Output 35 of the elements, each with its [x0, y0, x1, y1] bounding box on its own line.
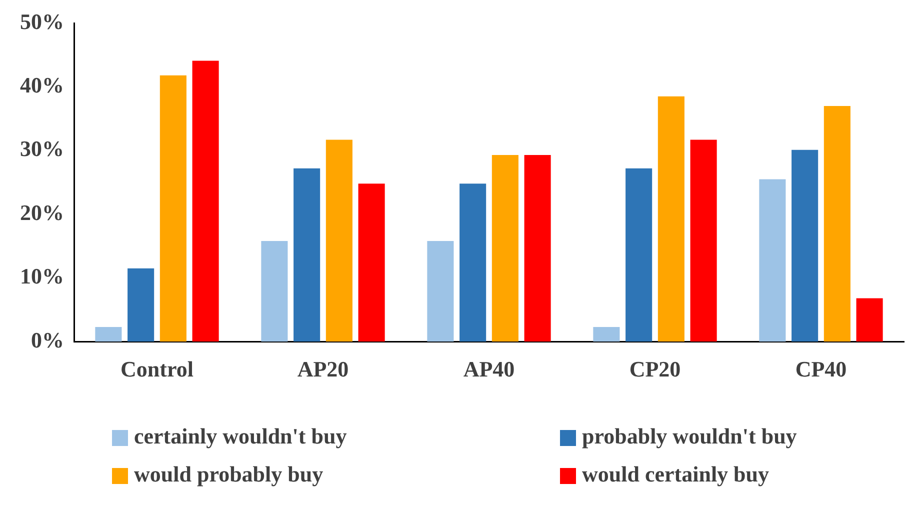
x-tick-label: AP20 — [297, 356, 349, 382]
bar — [326, 140, 352, 342]
bar — [593, 326, 620, 342]
legend-label: certainly wouldn't buy — [134, 424, 347, 449]
y-tick-label: 0% — [31, 327, 64, 352]
bar — [160, 75, 186, 342]
x-tick-label: CP40 — [795, 356, 847, 382]
x-tick-label: Control — [120, 356, 194, 382]
x-tick-label: AP40 — [463, 356, 515, 382]
bar — [792, 150, 818, 342]
bar — [759, 179, 786, 342]
bar — [460, 184, 486, 342]
y-tick-label: 30% — [20, 136, 64, 162]
legend-label: would certainly buy — [582, 462, 770, 487]
bar — [524, 155, 551, 342]
legend-label: probably wouldn't buy — [582, 424, 797, 449]
bar — [427, 240, 454, 342]
y-tick-label: 40% — [20, 72, 64, 98]
legend-label: would probably buy — [134, 462, 324, 487]
bar — [261, 240, 288, 342]
x-tick-label: CP20 — [629, 356, 681, 382]
bar — [128, 268, 154, 342]
bar — [492, 155, 518, 342]
y-tick-label: 10% — [20, 264, 64, 289]
bar — [358, 184, 385, 342]
bar — [856, 298, 883, 342]
bar — [192, 60, 219, 342]
bar — [626, 168, 652, 342]
y-tick-label: 20% — [20, 200, 64, 225]
y-tick-label: 50% — [20, 8, 64, 34]
bar — [294, 168, 320, 342]
bar — [690, 140, 717, 342]
bar — [824, 106, 850, 342]
bar — [658, 96, 684, 342]
bar — [95, 326, 122, 342]
